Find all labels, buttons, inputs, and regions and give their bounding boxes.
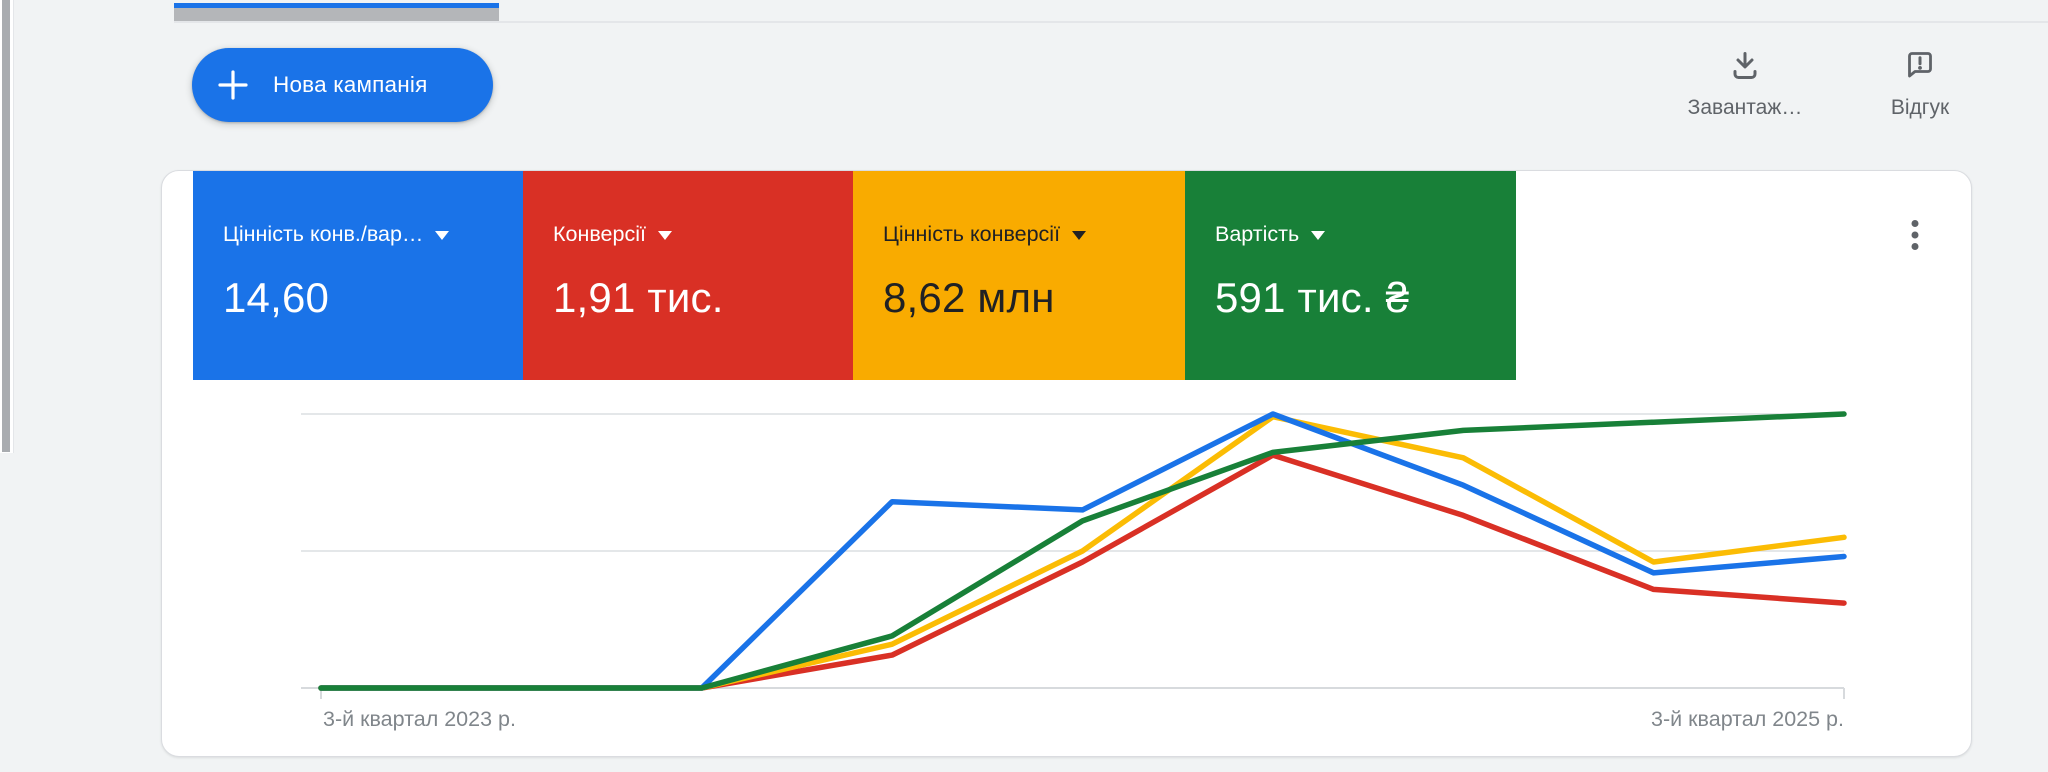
scorecard-value: 8,62 млн: [883, 274, 1055, 321]
vertical-scrollbar-thumb[interactable]: [2, 0, 10, 452]
more-vert-icon: [1911, 220, 1919, 250]
scorecard-value: 14,60: [223, 274, 330, 321]
dropdown-arrow-icon: [1072, 230, 1087, 240]
scorecard-label: Цінність конверсії: [883, 222, 1061, 246]
scorecard-value: 591 тис. ₴: [1215, 274, 1410, 321]
horizontal-scrollbar-thumb[interactable]: [174, 8, 499, 22]
scorecard-label: Вартість: [1215, 222, 1300, 246]
dropdown-arrow-icon: [1311, 230, 1326, 240]
feedback-label: Відгук: [1890, 96, 1950, 119]
feedback-button[interactable]: Відгук: [1862, 47, 1978, 120]
metric-selector[interactable]: Вартість: [1215, 221, 1326, 247]
new-campaign-label: Нова кампанія: [273, 72, 428, 97]
selected-tab-indicator: [174, 3, 499, 8]
download-icon: [1733, 52, 1757, 79]
dropdown-arrow-icon: [657, 230, 672, 240]
top-divider: [174, 21, 2048, 23]
scorecards-row: Цінність конв./вар… 14,60 Конверсії 1,91…: [193, 171, 1516, 380]
metric-selector[interactable]: Цінність конверсії: [883, 221, 1087, 247]
vertical-scrollbar-track: [0, 0, 14, 453]
plus-icon: [218, 70, 248, 100]
dropdown-arrow-icon: [435, 230, 450, 240]
download-button[interactable]: Завантаж…: [1664, 47, 1826, 120]
timeseries-chart: 3-й квартал 2023 р. 3-й квартал 2025 р.: [162, 380, 1973, 758]
scorecard-label: Конверсії: [553, 222, 646, 246]
chart-card: Цінність конв./вар… 14,60 Конверсії 1,91…: [161, 170, 1972, 757]
metric-selector[interactable]: Цінність конв./вар…: [223, 221, 450, 247]
new-campaign-button[interactable]: Нова кампанія: [192, 48, 493, 122]
feedback-icon: [1908, 52, 1932, 78]
download-label: Завантаж…: [1687, 96, 1803, 119]
scorecard-conv-value-per-cost[interactable]: Цінність конв./вар… 14,60: [193, 171, 523, 380]
x-axis-label-right: 3-й квартал 2025 р.: [1651, 707, 1844, 731]
scorecard-value: 1,91 тис.: [553, 274, 724, 321]
more-options-button[interactable]: [1891, 211, 1939, 259]
scorecard-conversions[interactable]: Конверсії 1,91 тис.: [523, 171, 853, 380]
metric-selector[interactable]: Конверсії: [553, 221, 672, 247]
chart-canvas: [301, 411, 1847, 699]
scorecard-cost[interactable]: Вартість 591 тис. ₴: [1185, 171, 1516, 380]
scorecard-label: Цінність конв./вар…: [223, 222, 424, 246]
x-axis-label-left: 3-й квартал 2023 р.: [323, 707, 516, 731]
scorecard-conversion-value[interactable]: Цінність конверсії 8,62 млн: [853, 171, 1185, 380]
